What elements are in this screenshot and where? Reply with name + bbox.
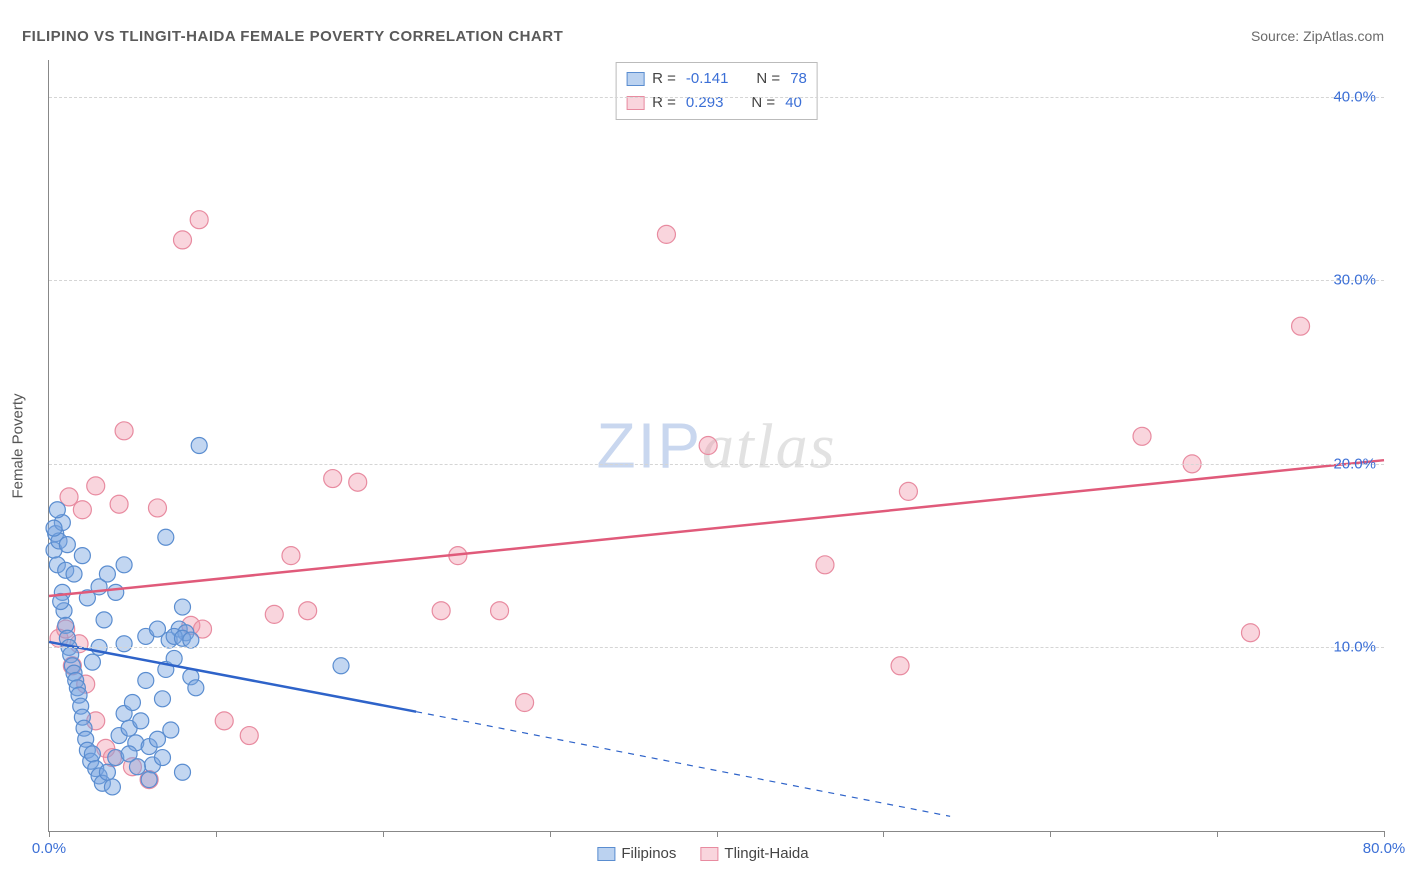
tlingit-point	[240, 727, 258, 745]
filipinos-point	[163, 722, 179, 738]
x-tick-label: 0.0%	[32, 840, 66, 857]
gridline	[49, 280, 1384, 281]
legend-label-filipinos: Filipinos	[621, 845, 676, 862]
x-tick	[216, 831, 217, 837]
legend-item-tlingit: Tlingit-Haida	[700, 845, 808, 862]
x-tick	[1384, 831, 1385, 837]
x-tick	[49, 831, 50, 837]
filipinos-point	[158, 529, 174, 545]
filipinos-point	[116, 636, 132, 652]
trend-filipinos-dashed	[416, 712, 950, 817]
filipinos-point	[154, 750, 170, 766]
x-tick-label: 80.0%	[1363, 840, 1406, 857]
plot-area: ZIPatlas R = -0.141 N = 78 R = 0.293 N =…	[48, 60, 1384, 832]
filipinos-point	[99, 764, 115, 780]
x-tick	[717, 831, 718, 837]
filipinos-point	[191, 438, 207, 454]
filipinos-point	[138, 672, 154, 688]
tlingit-point	[899, 482, 917, 500]
filipinos-point	[175, 764, 191, 780]
filipinos-point	[108, 584, 124, 600]
legend-item-filipinos: Filipinos	[597, 845, 676, 862]
x-tick	[883, 831, 884, 837]
filipinos-point	[99, 566, 115, 582]
x-tick	[383, 831, 384, 837]
filipinos-point	[333, 658, 349, 674]
filipinos-point	[188, 680, 204, 696]
y-axis-title: Female Poverty	[10, 393, 27, 498]
tlingit-point	[215, 712, 233, 730]
tlingit-point	[516, 694, 534, 712]
filipinos-point	[133, 713, 149, 729]
filipinos-point	[59, 537, 75, 553]
tlingit-point	[1133, 427, 1151, 445]
filipinos-point	[104, 779, 120, 795]
scatter-svg	[49, 60, 1384, 831]
filipinos-point	[116, 557, 132, 573]
filipinos-point	[183, 632, 199, 648]
swatch-pink-icon	[700, 847, 718, 861]
filipinos-point	[49, 502, 65, 518]
filipinos-point	[46, 520, 62, 536]
filipinos-point	[154, 691, 170, 707]
tlingit-point	[1242, 624, 1260, 642]
swatch-blue-icon	[597, 847, 615, 861]
gridline	[49, 647, 1384, 648]
tlingit-point	[148, 499, 166, 517]
source-prefix: Source:	[1251, 28, 1303, 44]
tlingit-point	[299, 602, 317, 620]
filipinos-point	[149, 621, 165, 637]
y-tick-label: 20.0%	[1333, 455, 1376, 472]
filipinos-point	[66, 566, 82, 582]
filipinos-point	[175, 599, 191, 615]
tlingit-point	[115, 422, 133, 440]
tlingit-point	[816, 556, 834, 574]
tlingit-point	[282, 547, 300, 565]
legend-label-tlingit: Tlingit-Haida	[724, 845, 808, 862]
tlingit-point	[265, 605, 283, 623]
tlingit-point	[190, 211, 208, 229]
filipinos-point	[84, 654, 100, 670]
x-tick	[1217, 831, 1218, 837]
tlingit-point	[174, 231, 192, 249]
filipinos-point	[124, 695, 140, 711]
filipinos-point	[96, 612, 112, 628]
source-link[interactable]: ZipAtlas.com	[1303, 28, 1384, 44]
y-tick-label: 30.0%	[1333, 272, 1376, 289]
tlingit-point	[324, 470, 342, 488]
filipinos-point	[74, 548, 90, 564]
y-tick-label: 10.0%	[1333, 639, 1376, 656]
filipinos-point	[141, 772, 157, 788]
legend-series: Filipinos Tlingit-Haida	[597, 845, 808, 862]
gridline	[49, 97, 1384, 98]
tlingit-point	[891, 657, 909, 675]
gridline	[49, 464, 1384, 465]
x-tick	[1050, 831, 1051, 837]
chart-container: FILIPINO VS TLINGIT-HAIDA FEMALE POVERTY…	[0, 0, 1406, 892]
tlingit-point	[699, 437, 717, 455]
tlingit-point	[73, 501, 91, 519]
tlingit-point	[110, 495, 128, 513]
filipinos-point	[84, 746, 100, 762]
tlingit-point	[432, 602, 450, 620]
y-tick-label: 40.0%	[1333, 88, 1376, 105]
tlingit-point	[87, 477, 105, 495]
chart-title: FILIPINO VS TLINGIT-HAIDA FEMALE POVERTY…	[22, 28, 563, 45]
x-tick	[550, 831, 551, 837]
tlingit-point	[1292, 317, 1310, 335]
tlingit-point	[491, 602, 509, 620]
source-attribution: Source: ZipAtlas.com	[1251, 28, 1384, 44]
tlingit-point	[657, 225, 675, 243]
filipinos-point	[129, 759, 145, 775]
tlingit-point	[349, 473, 367, 491]
trend-filipinos-solid	[49, 642, 416, 712]
trend-tlingit	[49, 460, 1384, 596]
